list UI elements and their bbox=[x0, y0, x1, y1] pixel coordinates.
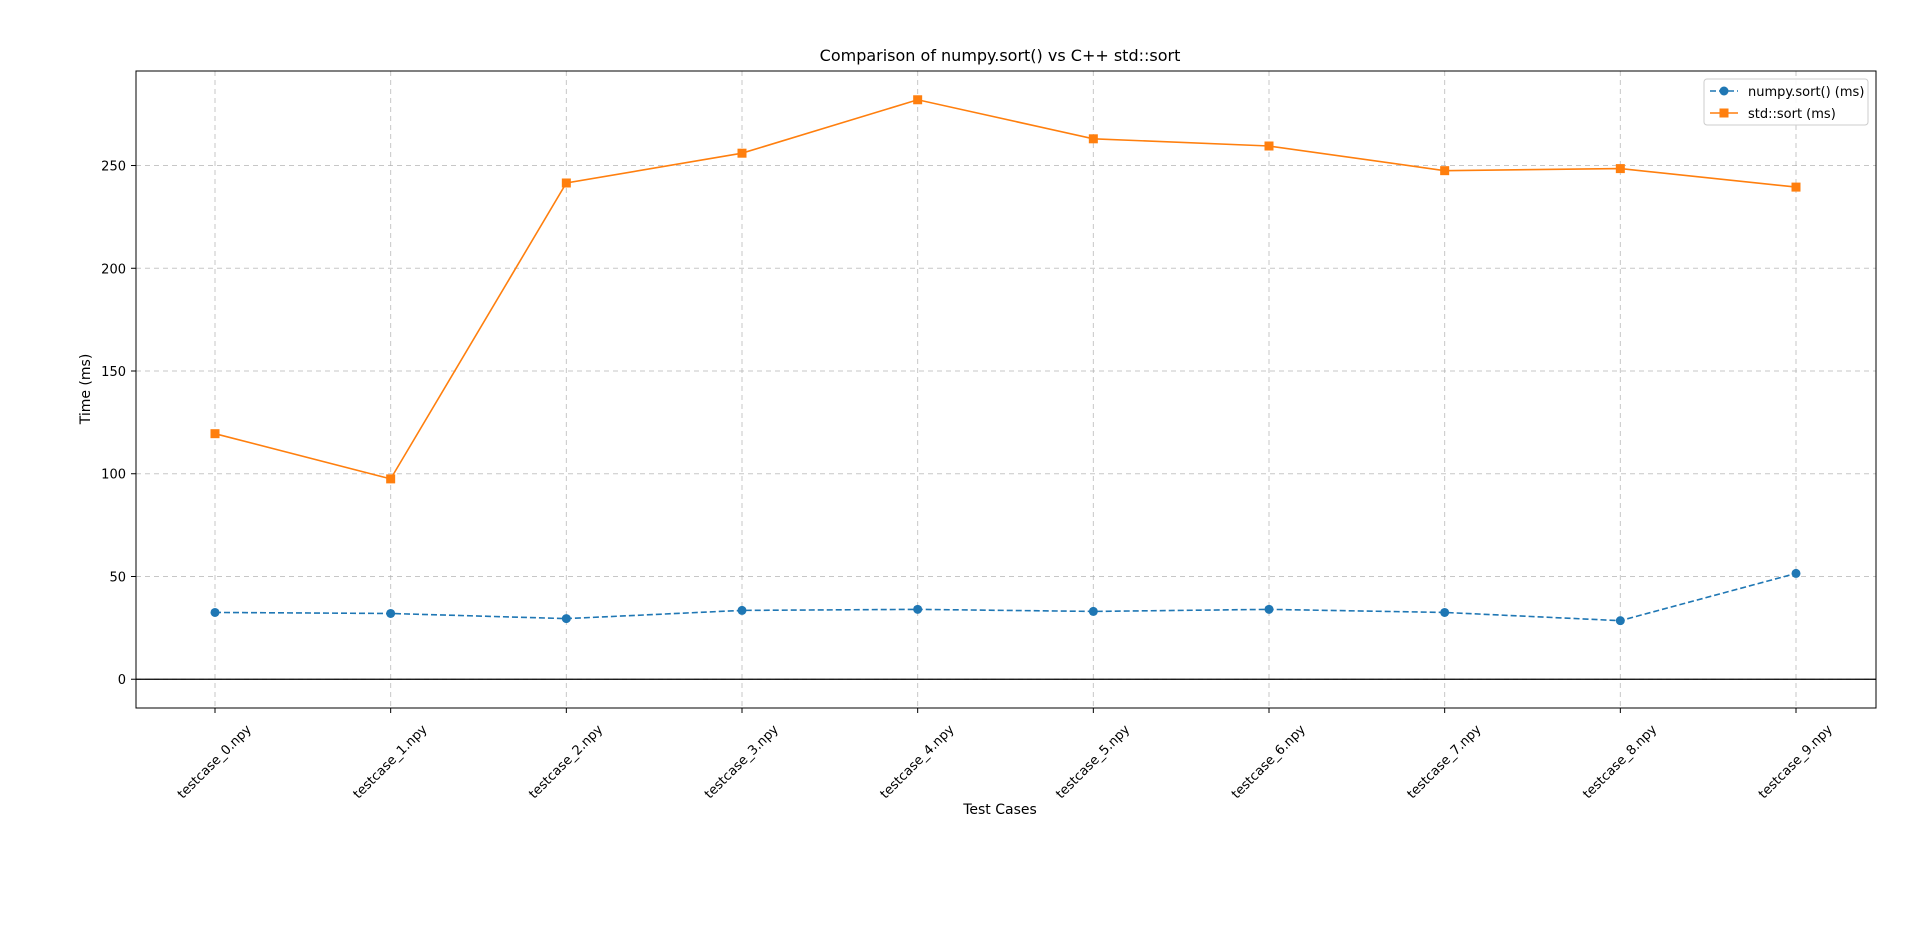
series-0 bbox=[210, 568, 1801, 626]
data-point bbox=[386, 608, 396, 618]
data-point bbox=[1264, 141, 1274, 151]
y-tick-label: 100 bbox=[101, 468, 126, 483]
y-tick-label: 200 bbox=[101, 262, 126, 277]
data-point bbox=[913, 95, 923, 105]
data-point bbox=[561, 178, 571, 188]
data-point bbox=[1440, 607, 1450, 617]
data-point bbox=[737, 605, 747, 615]
y-axis: 0 50 100 150 200 250 bbox=[101, 160, 136, 688]
data-point bbox=[737, 148, 747, 158]
data-point bbox=[1791, 182, 1801, 192]
data-point bbox=[1615, 164, 1625, 174]
legend-label: std::sort (ms) bbox=[1748, 107, 1836, 122]
series-layer bbox=[210, 95, 1801, 626]
series-line bbox=[214, 572, 1797, 622]
data-point bbox=[913, 604, 923, 614]
series-line bbox=[214, 98, 1797, 480]
y-axis-title: Time (ms) bbox=[78, 354, 94, 426]
series-1 bbox=[210, 95, 1801, 484]
grid bbox=[136, 71, 1876, 708]
legend-label: numpy.sort() (ms) bbox=[1748, 85, 1864, 100]
x-axis-title: Test Cases bbox=[962, 802, 1037, 818]
data-point bbox=[1791, 568, 1801, 578]
legend-box bbox=[1703, 78, 1869, 126]
data-point bbox=[1264, 604, 1274, 614]
data-point bbox=[386, 474, 396, 484]
legend-marker bbox=[1719, 108, 1729, 118]
y-tick-label: 250 bbox=[101, 160, 126, 175]
y-tick-label: 50 bbox=[109, 570, 126, 585]
data-point bbox=[561, 614, 571, 624]
chart-title: Comparison of numpy.sort() vs C++ std::s… bbox=[820, 46, 1181, 65]
data-point bbox=[1088, 134, 1098, 144]
legend: numpy.sort() (ms)std::sort (ms) bbox=[1703, 78, 1869, 126]
plot-area-frame bbox=[135, 70, 1877, 709]
data-point bbox=[210, 429, 220, 439]
y-tick-label: 0 bbox=[118, 673, 126, 688]
data-point bbox=[1440, 166, 1450, 176]
data-point bbox=[210, 607, 220, 617]
data-point bbox=[1088, 606, 1098, 616]
y-tick-label: 150 bbox=[101, 365, 126, 380]
legend-marker bbox=[1719, 86, 1729, 96]
data-point bbox=[1615, 616, 1625, 626]
